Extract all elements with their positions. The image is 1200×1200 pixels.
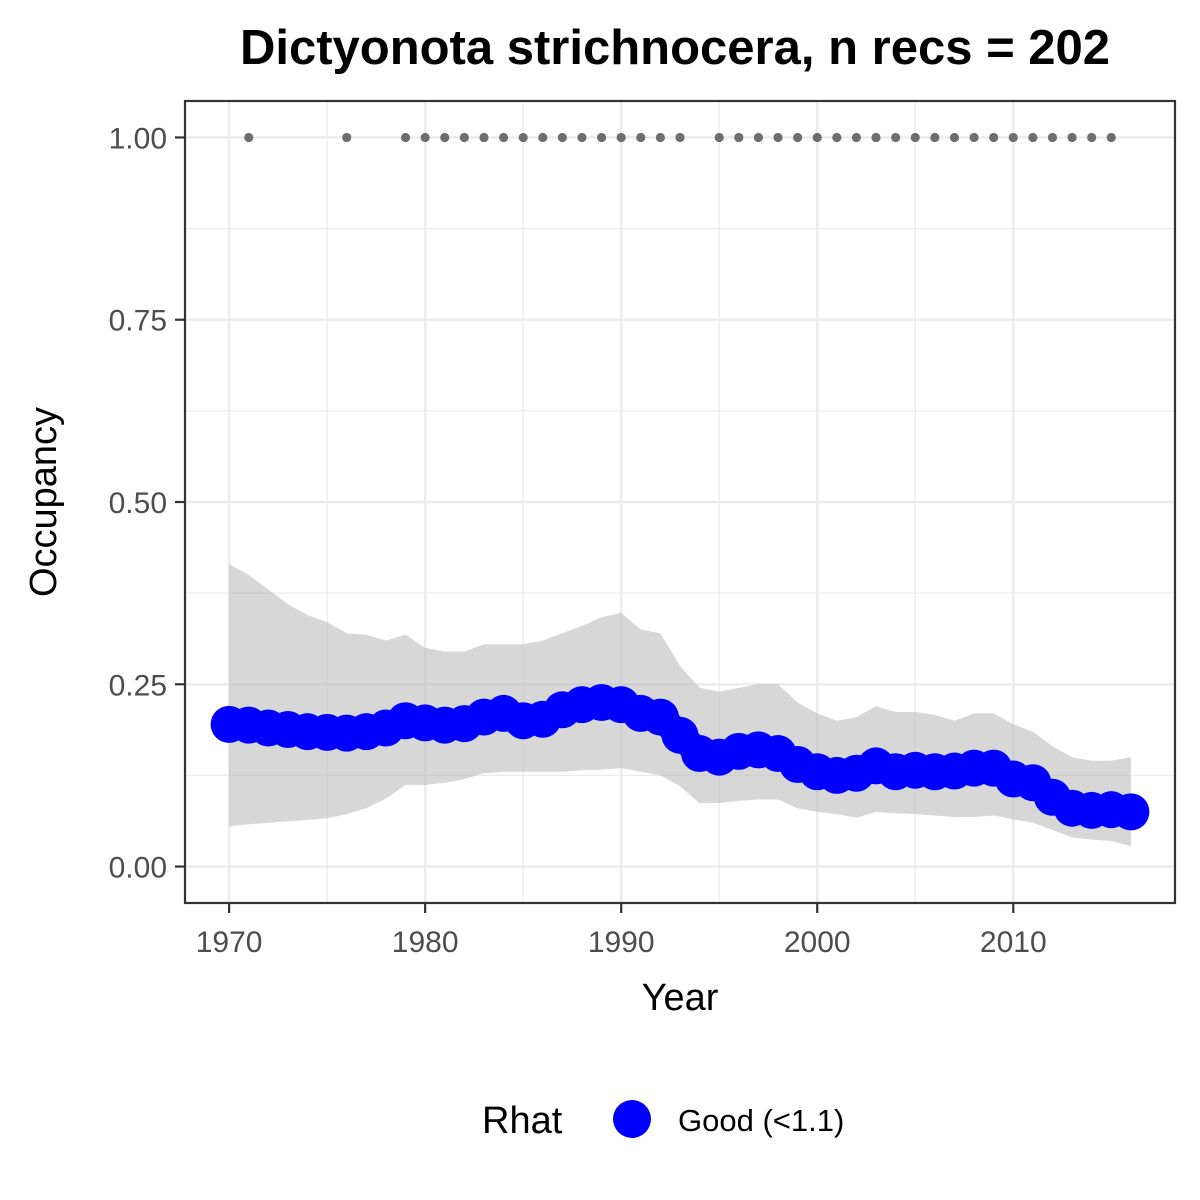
y-axis-title: Occupancy	[23, 407, 65, 597]
y-axis: 0.00 0.25 0.50 0.75 1.00	[109, 122, 185, 885]
y-tick-label: 0.00	[109, 852, 167, 885]
record-point	[989, 132, 999, 143]
x-tick-label: 1970	[196, 926, 263, 959]
record-point	[655, 132, 665, 143]
record-point	[420, 132, 430, 143]
occupancy-point	[1112, 793, 1150, 831]
record-point	[1047, 132, 1058, 143]
record-point	[400, 132, 411, 143]
legend-label-good: Good (<1.1)	[678, 1103, 844, 1138]
record-point	[538, 132, 548, 143]
record-point	[714, 132, 724, 143]
record-point	[342, 132, 352, 143]
record-point	[577, 132, 587, 143]
record-point	[832, 132, 842, 143]
x-tick-label: 1980	[392, 926, 459, 959]
record-point	[871, 132, 881, 143]
legend: Rhat Good (<1.1)	[482, 1100, 844, 1142]
record-point	[969, 132, 979, 143]
y-tick-label: 0.25	[109, 669, 167, 702]
record-point	[498, 132, 509, 143]
record-point	[1067, 132, 1077, 143]
record-point	[636, 132, 646, 143]
record-point	[557, 132, 567, 143]
y-tick-label: 1.00	[109, 122, 167, 155]
record-point	[793, 132, 803, 143]
chart-title: Dictyonota strichnocera, n recs = 202	[240, 21, 1110, 75]
legend-title: Rhat	[482, 1100, 563, 1142]
record-point	[596, 132, 607, 143]
x-axis-title: Year	[642, 977, 719, 1019]
record-point	[1028, 132, 1038, 143]
record-point	[675, 132, 685, 143]
record-point	[753, 132, 764, 143]
record-point	[459, 132, 469, 143]
record-point	[851, 132, 862, 143]
y-tick-label: 0.75	[109, 305, 167, 338]
x-axis: 1970 1980 1990 2000 2010	[196, 903, 1047, 959]
y-tick-label: 0.50	[109, 487, 167, 520]
x-tick-label: 2000	[784, 926, 851, 959]
record-point	[891, 132, 901, 143]
record-point	[616, 132, 626, 143]
record-point	[1106, 132, 1116, 143]
record-point	[1087, 132, 1097, 143]
legend-key-good	[613, 1100, 651, 1138]
record-point	[479, 132, 489, 143]
record-point	[440, 132, 450, 143]
record-point	[812, 132, 822, 143]
plot-panel	[183, 99, 1177, 905]
x-tick-label: 2010	[980, 926, 1047, 959]
occupancy-series	[210, 684, 1150, 831]
record-point	[930, 132, 940, 143]
record-point	[244, 132, 254, 143]
record-point	[734, 132, 744, 143]
record-point	[949, 132, 960, 143]
record-point	[773, 132, 783, 143]
record-point	[1008, 132, 1018, 143]
record-point	[910, 132, 920, 143]
record-points	[244, 132, 1116, 143]
record-point	[518, 132, 528, 143]
x-tick-label: 1990	[588, 926, 655, 959]
